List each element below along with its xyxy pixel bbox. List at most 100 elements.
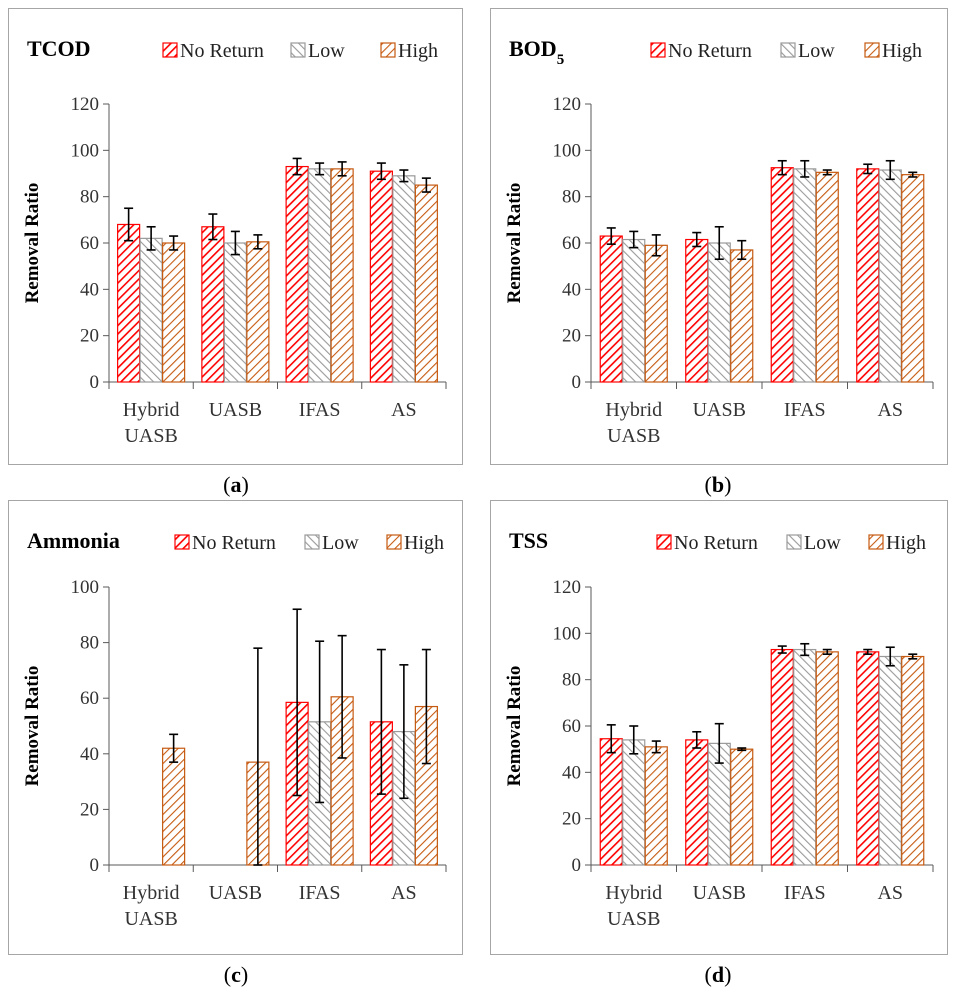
caption-d: (d) xyxy=(704,962,732,987)
legend-swatch-no-return xyxy=(650,42,666,58)
legend-item-no-return: No Return xyxy=(174,532,276,554)
bar-low xyxy=(622,739,646,866)
bar-no-return xyxy=(599,738,623,866)
y-tick-label: 80 xyxy=(80,633,99,654)
y-tick-label: 120 xyxy=(71,94,100,115)
x-category-label: UASB xyxy=(693,399,746,421)
legend-item-no-return: No Return xyxy=(162,40,264,62)
chart-title: BOD5 xyxy=(509,36,564,68)
bar-high xyxy=(644,244,668,383)
x-category-label: Hybrid xyxy=(605,399,662,421)
legend-item-no-return: No Return xyxy=(650,40,752,62)
legend-item-high: High xyxy=(868,532,926,554)
y-tick-label: 0 xyxy=(90,372,100,393)
x-category-label: Hybrid xyxy=(605,882,662,904)
y-tick-label: 60 xyxy=(562,233,581,254)
caption-b: (b) xyxy=(704,472,732,497)
bar-no-return xyxy=(117,223,141,383)
x-category-label: UASB xyxy=(209,882,262,904)
x-category-label: Hybrid xyxy=(123,882,180,904)
bar-low xyxy=(308,168,332,383)
bar-no-return xyxy=(599,235,623,383)
y-tick-label: 0 xyxy=(90,855,100,876)
x-category-label: UASB xyxy=(124,908,177,930)
y-axis-label: Removal Ratio xyxy=(504,666,525,787)
bar-high xyxy=(330,168,354,383)
x-category-label: UASB xyxy=(124,425,177,447)
y-tick-label: 20 xyxy=(562,326,581,347)
legend-swatch-low xyxy=(290,42,306,58)
bar-low xyxy=(622,238,646,383)
x-category-label: UASB xyxy=(209,399,262,421)
legend-label-low: Low xyxy=(798,40,835,62)
bar-no-return xyxy=(770,167,794,383)
x-category-label: IFAS xyxy=(784,399,826,421)
bar-no-return xyxy=(685,238,709,383)
legend-swatch-high xyxy=(868,534,884,550)
x-category-label: IFAS xyxy=(784,882,826,904)
y-tick-label: 120 xyxy=(553,577,582,598)
x-category-label: IFAS xyxy=(299,882,341,904)
legend-swatch-low xyxy=(786,534,802,550)
legend-item-high: High xyxy=(380,40,438,62)
legend-item-low: Low xyxy=(780,40,835,62)
chart-title: TCOD xyxy=(27,36,91,61)
legend-swatch-no-return xyxy=(174,534,190,550)
x-category-label: UASB xyxy=(693,882,746,904)
legend-item-low: Low xyxy=(304,532,359,554)
y-tick-label: 20 xyxy=(562,809,581,830)
bar-low xyxy=(707,242,731,383)
bar-no-return xyxy=(856,651,880,866)
legend-swatch-high xyxy=(380,42,396,58)
x-category-label: AS xyxy=(391,882,417,904)
legend-label-no-return: No Return xyxy=(192,532,276,554)
legend-swatch-high xyxy=(864,42,880,58)
y-tick-label: 20 xyxy=(80,799,99,820)
y-tick-label: 100 xyxy=(553,140,582,161)
y-tick-label: 60 xyxy=(562,716,581,737)
legend-swatch-low xyxy=(780,42,796,58)
bar-low xyxy=(139,237,163,383)
caption-c: (c) xyxy=(223,962,249,987)
y-tick-label: 100 xyxy=(553,623,582,644)
y-axis-label: Removal Ratio xyxy=(22,183,43,304)
legend-swatch-high xyxy=(386,534,402,550)
legend-item-low: Low xyxy=(786,532,841,554)
bar-no-return xyxy=(201,226,225,383)
chart-panel-d: TSS No Return Low High 0 20 40 60 80 100 120 Remova… xyxy=(490,500,948,955)
y-tick-label: 40 xyxy=(80,279,99,300)
y-tick-label: 20 xyxy=(80,326,99,347)
bar-high xyxy=(730,748,754,866)
legend-label-high: High xyxy=(882,40,922,62)
y-tick-label: 80 xyxy=(562,187,581,208)
legend-label-high: High xyxy=(886,532,926,554)
legend-label-no-return: No Return xyxy=(668,40,752,62)
legend-label-high: High xyxy=(404,532,444,554)
bar-low xyxy=(392,175,416,383)
y-tick-label: 60 xyxy=(80,233,99,254)
tss-chart: TSS No Return Low High 0 20 40 60 80 100 120 Remova… xyxy=(504,528,934,930)
legend-swatch-no-return xyxy=(656,534,672,550)
y-tick-label: 0 xyxy=(572,855,582,876)
bar-high xyxy=(815,651,839,866)
y-tick-label: 40 xyxy=(562,279,581,300)
legend-swatch-no-return xyxy=(162,42,178,58)
bar-no-return xyxy=(369,170,393,383)
chart-panel-a: TCOD No Return Low High 0 20 40 60 80 100 120 Remov… xyxy=(8,8,463,465)
bar-low xyxy=(793,168,817,383)
y-tick-label: 60 xyxy=(80,688,99,709)
bar-low xyxy=(793,648,817,866)
bar-low xyxy=(878,655,902,866)
x-category-label: UASB xyxy=(607,425,660,447)
bar-high xyxy=(730,249,754,383)
bod5-chart: BOD5 No Return Low High 0 20 40 60 80 100 120 Remov… xyxy=(504,36,934,447)
y-tick-label: 80 xyxy=(562,670,581,691)
bar-low xyxy=(878,169,902,383)
legend-label-no-return: No Return xyxy=(180,40,264,62)
legend-label-low: Low xyxy=(308,40,345,62)
chart-panel-c: Ammonia No Return Low High 0 20 40 60 80 100 Remov… xyxy=(8,500,463,955)
bar-no-return xyxy=(285,165,309,383)
bar-no-return xyxy=(856,168,880,383)
bar-low xyxy=(223,242,247,383)
legend-swatch-low xyxy=(304,534,320,550)
